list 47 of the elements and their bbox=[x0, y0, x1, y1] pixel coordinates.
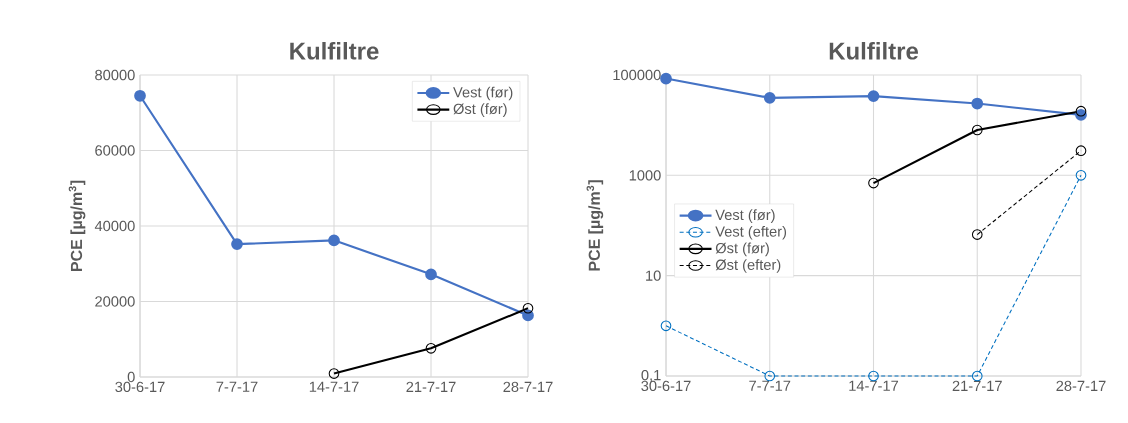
legend-label: Øst (før) bbox=[453, 103, 507, 117]
x-tick-label: 14-7-17 bbox=[309, 381, 359, 392]
point bbox=[971, 124, 983, 136]
point bbox=[868, 177, 879, 189]
x-tick-label: 7-7-17 bbox=[216, 381, 258, 392]
y-tick-label: 0 bbox=[127, 371, 135, 383]
point bbox=[867, 90, 880, 102]
x-tick-label: 21-7-17 bbox=[952, 380, 1002, 391]
point bbox=[425, 342, 437, 354]
legend-label: Vest (før) bbox=[453, 86, 513, 101]
point bbox=[971, 97, 984, 110]
chart-title: Kulfiltre bbox=[829, 41, 919, 60]
y-tick-label: 100000 bbox=[613, 69, 661, 81]
point bbox=[660, 72, 672, 85]
y-tick-label: 20000 bbox=[95, 296, 135, 307]
point bbox=[231, 238, 243, 250]
x-tick-label: 28-7-17 bbox=[503, 381, 553, 393]
y-tick-label: 40000 bbox=[94, 220, 135, 232]
point bbox=[328, 368, 340, 379]
chart-title: Kulfiltre bbox=[290, 41, 379, 60]
legend-label: Vest (efter) bbox=[715, 225, 787, 240]
point bbox=[1075, 145, 1087, 157]
point bbox=[134, 89, 146, 102]
x-tick-label: 28-7-17 bbox=[1056, 380, 1106, 392]
y-tick-label: 1000 bbox=[629, 170, 661, 181]
legend-label: Øst (før) bbox=[715, 242, 769, 257]
legend-label: Vest (før) bbox=[715, 209, 775, 223]
x-tick-label: 14-7-17 bbox=[849, 380, 899, 391]
y-axis-title: PCE [µg/m$^{3}$] bbox=[68, 180, 86, 272]
point bbox=[425, 268, 437, 281]
x-tick-label: 21-7-17 bbox=[406, 381, 456, 392]
point bbox=[660, 320, 672, 332]
point bbox=[522, 302, 534, 314]
x-tick-label: 30-6-17 bbox=[115, 381, 165, 393]
y-tick-label: 60000 bbox=[95, 145, 135, 156]
y-tick-label: 0,1 bbox=[641, 369, 661, 383]
y-tick-label: 10 bbox=[646, 270, 661, 281]
point bbox=[328, 234, 340, 247]
point bbox=[1075, 105, 1087, 117]
legend-label: Øst (efter) bbox=[715, 259, 781, 273]
point bbox=[763, 92, 776, 104]
x-tick-label: 7-7-17 bbox=[749, 380, 791, 391]
point bbox=[971, 229, 983, 240]
point bbox=[1075, 169, 1087, 181]
y-axis-title: PCE [µg/m$^{3}$] bbox=[586, 180, 604, 271]
y-tick-label: 80000 bbox=[95, 69, 135, 81]
x-tick-label: 30-6-17 bbox=[641, 380, 691, 392]
